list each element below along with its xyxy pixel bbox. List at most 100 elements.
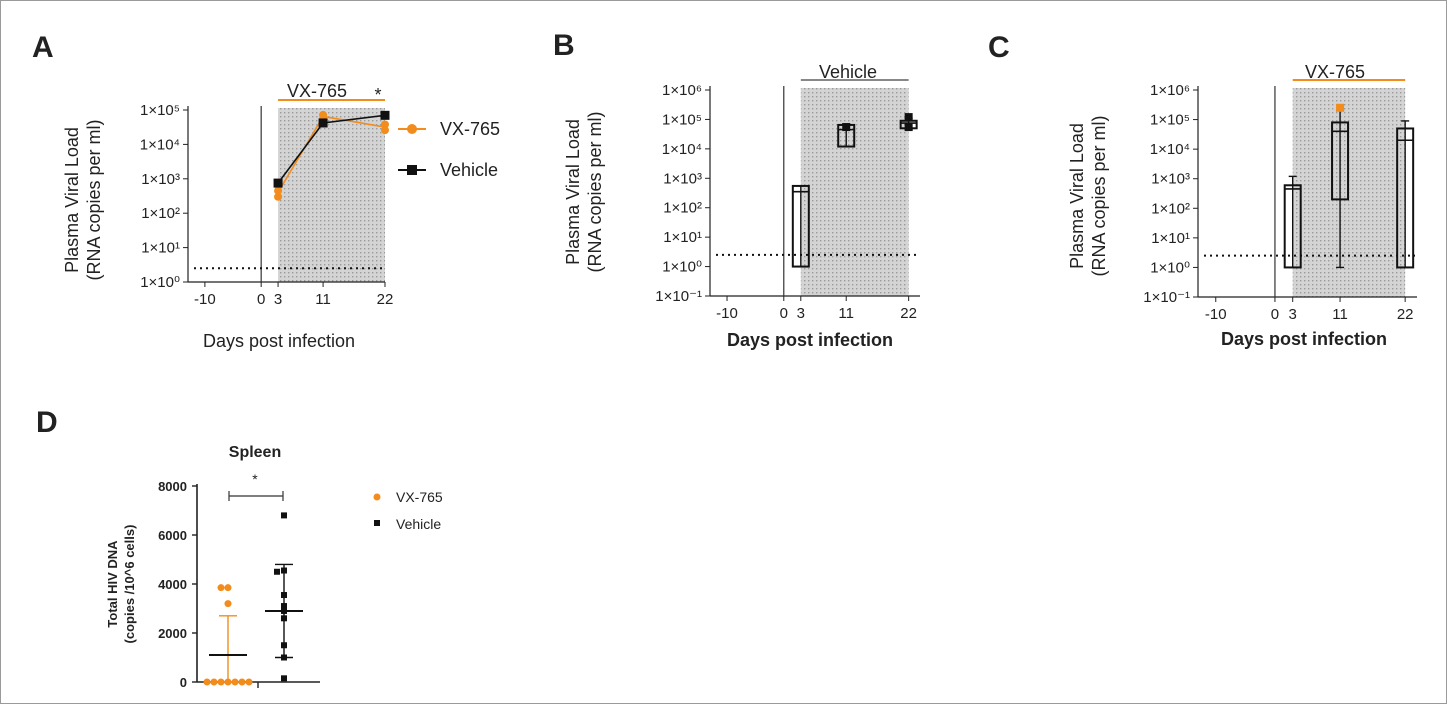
d-data-point-vehicle bbox=[281, 654, 287, 661]
outlier-point bbox=[1336, 103, 1345, 112]
panel-d-legend: VX-765 Vehicle bbox=[373, 489, 443, 532]
d-data-point-vehicle bbox=[281, 592, 287, 599]
panel-d: D Spleen Total HIV DNA (copies /10^6 cel… bbox=[36, 406, 443, 690]
d-y-tick-label: 6000 bbox=[158, 528, 187, 543]
p1-y-tick-label: 1×10³ bbox=[663, 170, 702, 187]
p2-y-tick-label: 1×10⁻¹ bbox=[1143, 289, 1190, 306]
panel-b-y-label-1: Plasma Viral Load bbox=[563, 119, 583, 265]
d-data-point-vx765 bbox=[224, 600, 232, 608]
p2-x-tick-label: 22 bbox=[1397, 306, 1414, 323]
p2-y-tick-label: 1×10¹ bbox=[1151, 230, 1190, 247]
p2-y-tick-label: 1×10⁴ bbox=[1150, 141, 1190, 158]
panel-c-label: C bbox=[988, 31, 1010, 64]
data-point-vx765 bbox=[381, 120, 389, 129]
d-data-point-vx765 bbox=[224, 584, 232, 592]
p1-x-tick-label: -10 bbox=[716, 305, 738, 322]
p2-x-tick-label: 0 bbox=[1271, 306, 1279, 323]
panel-c-y-label-2: (RNA copies per ml) bbox=[1089, 115, 1109, 276]
panel-c: C Plasma Viral Load (RNA copies per ml) … bbox=[988, 31, 1417, 349]
d-data-point-vx765 bbox=[245, 678, 253, 686]
p2-x-tick-label: -10 bbox=[1205, 306, 1227, 323]
panel-a-legend: VX-765 Vehicle bbox=[398, 119, 500, 180]
outlier-point bbox=[842, 123, 851, 132]
d-data-point-vehicle bbox=[281, 615, 287, 622]
p0-y-tick-label: 1×10⁰ bbox=[140, 274, 180, 291]
p2-y-tick-label: 1×10³ bbox=[1151, 171, 1190, 188]
d-data-point-vx765 bbox=[210, 678, 218, 686]
data-point-vehicle bbox=[318, 118, 328, 128]
p1-y-tick-label: 1×10⁰ bbox=[662, 259, 702, 276]
box bbox=[1331, 121, 1350, 201]
p0-y-tick-label: 1×10³ bbox=[141, 171, 180, 188]
panel-a-label: A bbox=[32, 31, 54, 64]
box bbox=[1396, 127, 1415, 269]
legend-d-marker-vx765 bbox=[373, 493, 381, 501]
legend-d-label-vehicle: Vehicle bbox=[396, 516, 441, 532]
d-data-point-vehicle bbox=[274, 568, 280, 575]
p0-x-tick-label: 11 bbox=[315, 291, 331, 308]
data-point-vehicle bbox=[273, 178, 283, 188]
d-data-point-vehicle bbox=[281, 607, 287, 614]
panel-d-label: D bbox=[36, 406, 58, 439]
d-y-tick-label: 2000 bbox=[158, 626, 187, 641]
panel-c-treatment-label: VX-765 bbox=[1305, 62, 1365, 82]
panel-b: B Plasma Viral Load (RNA copies per ml) … bbox=[553, 29, 920, 350]
data-point-vx765 bbox=[274, 186, 283, 195]
p1-y-tick-label: 1×10⁴ bbox=[662, 141, 702, 158]
outlier-point bbox=[904, 123, 913, 132]
p1-y-tick-label: 1×10⁵ bbox=[662, 111, 702, 128]
data-point-vx765 bbox=[274, 192, 283, 201]
d-data-point-vehicle bbox=[281, 512, 287, 519]
outlier-point bbox=[904, 113, 913, 122]
d-y-tick-label: 0 bbox=[180, 675, 187, 690]
p1-y-tick-label: 1×10² bbox=[663, 200, 702, 217]
p0-y-tick-label: 1×10⁴ bbox=[140, 136, 180, 153]
p2-x-tick-label: 3 bbox=[1289, 306, 1297, 323]
p0-y-tick-label: 1×10⁵ bbox=[140, 102, 180, 119]
p1-x-tick-label: 3 bbox=[797, 305, 805, 322]
panel-a-x-label: Days post infection bbox=[203, 331, 355, 351]
d-data-point-vehicle bbox=[281, 642, 287, 649]
p0-x-tick-label: 22 bbox=[377, 291, 394, 308]
p1-y-tick-label: 1×10⁶ bbox=[662, 82, 702, 99]
data-point-vx765 bbox=[381, 126, 389, 135]
p0-y-tick-label: 1×10¹ bbox=[141, 240, 180, 257]
data-point-vehicle bbox=[380, 110, 390, 120]
panel-c-y-label-1: Plasma Viral Load bbox=[1067, 123, 1087, 269]
legend-d-label-vx765: VX-765 bbox=[396, 489, 443, 505]
p0-x-tick-label: 0 bbox=[257, 291, 265, 308]
d-y-tick-label: 8000 bbox=[158, 479, 187, 494]
panel-d-y-label-1: Total HIV DNA bbox=[105, 540, 120, 628]
legend-label-vehicle: Vehicle bbox=[440, 160, 498, 180]
data-point-vx765 bbox=[319, 110, 328, 119]
box bbox=[791, 184, 810, 268]
p1-treatment-region bbox=[800, 88, 909, 296]
panel-b-treatment-label: Vehicle bbox=[819, 62, 877, 82]
p0-y-tick-label: 1×10² bbox=[141, 205, 180, 222]
panel-a-y-label-1: Plasma Viral Load bbox=[62, 127, 82, 273]
p2-x-tick-label: 11 bbox=[1332, 306, 1348, 323]
legend-d-marker-vehicle bbox=[374, 520, 380, 526]
panel-a-y-label-2: (RNA copies per ml) bbox=[84, 119, 104, 280]
d-data-point-vx765 bbox=[231, 678, 239, 686]
p1-x-tick-label: 11 bbox=[838, 305, 854, 322]
d-data-point-vx765 bbox=[224, 678, 232, 686]
panel-a: A Plasma Viral Load (RNA copies per ml) … bbox=[32, 31, 500, 351]
d-data-point-vehicle bbox=[281, 603, 287, 610]
p2-y-tick-label: 1×10⁰ bbox=[1150, 259, 1190, 276]
p0-x-tick-label: 3 bbox=[274, 291, 282, 308]
panel-b-x-label: Days post infection bbox=[727, 330, 893, 350]
p1-x-tick-label: 0 bbox=[780, 305, 788, 322]
d-data-point-vehicle bbox=[281, 567, 287, 574]
panel-d-y-label-2: (copies /10^6 cells) bbox=[122, 525, 137, 644]
panel-d-title: Spleen bbox=[229, 444, 281, 461]
d-data-point-vx765 bbox=[217, 584, 225, 592]
p2-y-tick-label: 1×10² bbox=[1151, 200, 1190, 217]
d-data-point-vehicle bbox=[281, 675, 287, 682]
d-y-tick-label: 4000 bbox=[158, 577, 187, 592]
d-data-point-vx765 bbox=[238, 678, 246, 686]
p2-y-tick-label: 1×10⁶ bbox=[1150, 82, 1190, 99]
p1-y-tick-label: 1×10¹ bbox=[663, 229, 702, 246]
